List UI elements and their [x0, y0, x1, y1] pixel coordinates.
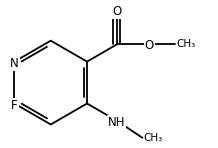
Text: CH₃: CH₃ [176, 40, 195, 49]
Text: O: O [145, 40, 154, 53]
Text: NH: NH [108, 116, 125, 129]
Text: F: F [11, 99, 18, 111]
Text: O: O [112, 5, 121, 18]
Text: N: N [10, 57, 19, 70]
Text: CH₃: CH₃ [143, 133, 163, 143]
